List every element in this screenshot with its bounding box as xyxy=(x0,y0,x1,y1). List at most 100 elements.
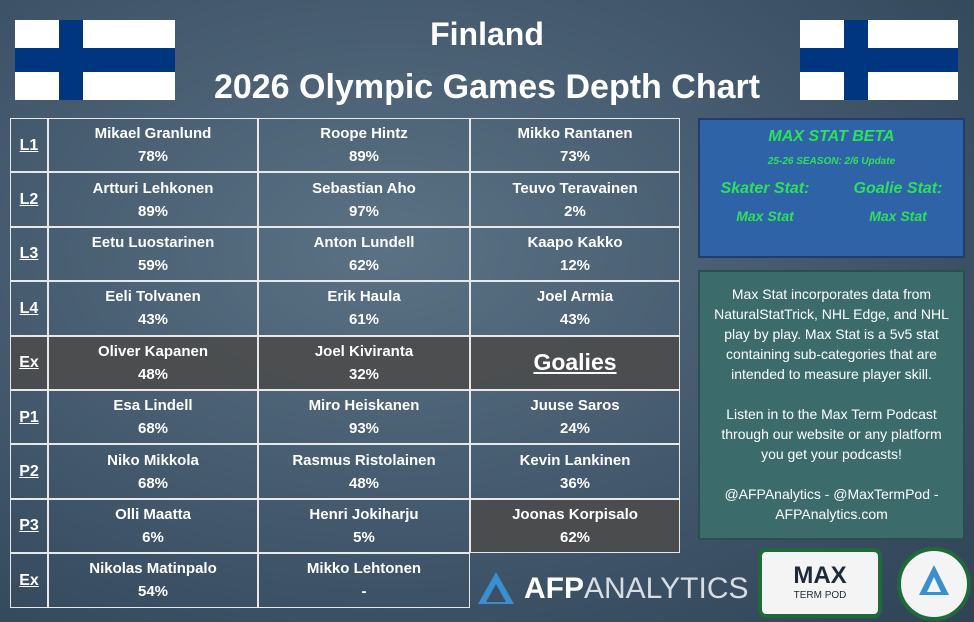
player-cell: Roope Hintz 89% xyxy=(258,118,470,173)
player-name: Rasmus Ristolainen xyxy=(292,451,436,469)
player-cell: Goalies xyxy=(470,335,680,390)
goalies-heading: Goalies xyxy=(533,349,617,376)
player-cell: Esa Lindell 68% xyxy=(48,390,258,445)
player-cell: Mikael Granlund 78% xyxy=(48,118,258,173)
player-cell: Joel Armia 43% xyxy=(470,281,680,336)
row-label-cell: L1 xyxy=(10,118,48,173)
info-text: Listen in to the Max Term Podcast throug… xyxy=(721,406,942,462)
player-pct: 62% xyxy=(559,528,591,546)
row-label-cell: P2 xyxy=(10,444,48,499)
player-cell: Nikolas Matinpalo 54% xyxy=(48,553,258,608)
player-name: Juuse Saros xyxy=(530,397,620,415)
row-label: P3 xyxy=(19,517,39,535)
max: MAX xyxy=(793,562,847,589)
player-pct: 36% xyxy=(559,474,591,492)
player-cell: Erik Haula 61% xyxy=(258,281,470,336)
player-pct: 62% xyxy=(348,256,380,274)
row-label-cell: P3 xyxy=(10,498,48,554)
skater-label: Skater Stat: xyxy=(720,180,810,197)
player-name: Artturi Lehkonen xyxy=(92,179,214,197)
player-name: Joel Armia xyxy=(536,288,614,306)
player-name: Erik Haula xyxy=(327,288,401,306)
player-name: Mikko Rantanen xyxy=(517,125,633,143)
player-pct: 48% xyxy=(348,474,380,492)
circle-logo xyxy=(897,547,971,621)
player-name: Kevin Lankinen xyxy=(519,451,631,469)
flag xyxy=(15,20,175,100)
player-pct: 12% xyxy=(559,256,591,274)
player-pct: 2% xyxy=(564,202,586,220)
player-name: Mikael Granlund xyxy=(94,125,212,143)
player-pct: 78% xyxy=(137,148,169,166)
afp-logo: AFPANALYTICS xyxy=(524,572,749,606)
player-name: Joel Kiviranta xyxy=(314,342,414,360)
player-cell: Eeli Tolvanen 43% xyxy=(48,281,258,336)
row-label: P1 xyxy=(19,408,39,426)
info-text: Max Stat incorporates data from NaturalS… xyxy=(714,286,949,382)
player-cell: Olli Maatta 6% xyxy=(48,498,258,554)
player-name: Anton Lundell xyxy=(313,233,415,251)
flag xyxy=(800,20,958,100)
term-pod: TERM POD xyxy=(793,590,847,601)
player-cell: Teuvo Teravainen 2% xyxy=(470,172,680,227)
player-name: Sebastian Aho xyxy=(312,179,416,197)
player-cell: Niko Mikkola 68% xyxy=(48,444,258,499)
player-pct: 43% xyxy=(137,311,169,329)
player-name: Nikolas Matinpalo xyxy=(89,560,217,578)
row-label-cell: L3 xyxy=(10,226,48,282)
player-name: Niko Mikkola xyxy=(107,451,199,469)
player-name: Henri Jokiharju xyxy=(309,505,419,523)
player-cell: Rasmus Ristolainen 48% xyxy=(258,444,470,499)
title: Finland xyxy=(430,16,544,52)
player-name: Miro Heiskanen xyxy=(308,397,420,415)
player-pct: 61% xyxy=(348,311,380,329)
player-cell: Joonas Korpisalo 62% xyxy=(470,498,680,554)
subtitle: 2026 Olympic Games Depth Chart xyxy=(213,68,761,106)
player-cell: Kevin Lankinen 36% xyxy=(470,444,680,499)
goalie-value: Max Stat xyxy=(869,208,927,224)
row-label: P2 xyxy=(19,463,39,481)
player-name: Teuvo Teravainen xyxy=(512,179,638,197)
row-label: Ex xyxy=(19,354,39,372)
player-pct: 97% xyxy=(348,202,380,220)
beta-box: MAX STAT BETA 25-26 SEASON: 2/6 Update S… xyxy=(698,118,965,258)
row-label: L4 xyxy=(19,299,39,317)
player-cell: Joel Kiviranta 32% xyxy=(258,335,470,390)
player-cell: Eetu Luostarinen 59% xyxy=(48,226,258,282)
player-pct: 89% xyxy=(137,202,169,220)
player-pct: 48% xyxy=(137,365,169,383)
player-pct: 93% xyxy=(348,420,380,438)
beta-title: MAX STAT BETA xyxy=(768,128,895,145)
afp-icon xyxy=(478,572,514,604)
player-cell: Anton Lundell 62% xyxy=(258,226,470,282)
goalie-label: Goalie Stat: xyxy=(853,180,943,197)
player-pct: 68% xyxy=(137,420,169,438)
player-name: Esa Lindell xyxy=(113,397,193,415)
player-name: Olli Maatta xyxy=(115,505,191,523)
player-cell: Artturi Lehkonen 89% xyxy=(48,172,258,227)
row-label: Ex xyxy=(19,571,39,589)
info-text: @AFPAnalytics - @MaxTermPod - AFPAnalyti… xyxy=(724,486,939,522)
player-pct: 54% xyxy=(137,583,169,601)
row-label-cell: Ex xyxy=(10,553,48,608)
player-pct: - xyxy=(361,583,367,601)
player-pct: 59% xyxy=(137,256,169,274)
player-cell: Miro Heiskanen 93% xyxy=(258,390,470,445)
row-label-cell: L4 xyxy=(10,281,48,336)
player-name: Eetu Luostarinen xyxy=(91,233,215,251)
row-label: L3 xyxy=(19,245,39,263)
player-pct: 73% xyxy=(559,148,591,166)
player-name: Kaapo Kakko xyxy=(527,233,623,251)
player-cell: Sebastian Aho 97% xyxy=(258,172,470,227)
player-pct: 5% xyxy=(353,528,375,546)
player-name: Eeli Tolvanen xyxy=(105,288,201,306)
player-pct: 24% xyxy=(559,420,591,438)
player-pct: 32% xyxy=(348,365,380,383)
afp: AFP xyxy=(524,572,584,605)
row-label-cell: L2 xyxy=(10,172,48,227)
player-pct: 89% xyxy=(348,148,380,166)
beta-update: 25-26 SEASON: 2/6 Update xyxy=(767,156,896,167)
max-term-logo: MAX TERM POD xyxy=(758,548,882,618)
player-name: Mikko Lehtonen xyxy=(306,560,422,578)
